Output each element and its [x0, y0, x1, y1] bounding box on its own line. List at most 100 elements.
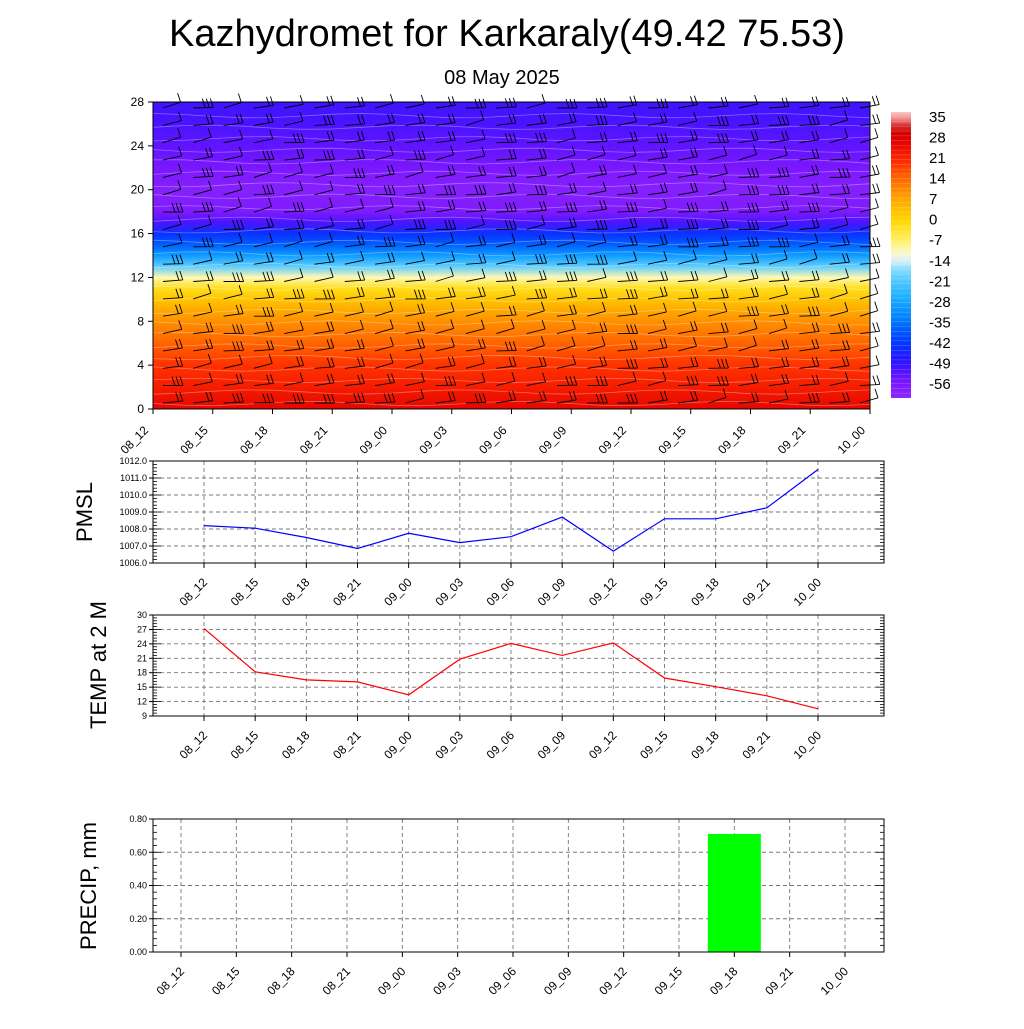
wind-barb: [647, 390, 668, 404]
wind-barb: [162, 233, 183, 248]
wind-barb: [617, 304, 638, 317]
x-tick-label: 09_12: [596, 964, 630, 998]
heatmap-x-tick-label: 09_00: [357, 423, 391, 457]
wind-barb: [314, 338, 335, 352]
wind-barb: [738, 269, 759, 282]
wind-barb: [253, 307, 275, 317]
wind-barb: [556, 145, 576, 161]
y-tick-label: 1009.0: [119, 507, 147, 517]
x-tick-label: 10_00: [791, 728, 825, 762]
wind-barb: [769, 339, 790, 352]
wind-barb: [799, 287, 820, 300]
wind-barb: [647, 112, 668, 126]
wind-barb: [526, 301, 545, 317]
wind-barb: [253, 288, 275, 300]
x-tick-label: 09_21: [739, 575, 773, 609]
wind-barb: [435, 302, 455, 317]
wind-barb: [768, 215, 789, 230]
wind-barb: [496, 319, 515, 335]
wind-barb: [678, 288, 699, 300]
wind-barb: [405, 113, 426, 126]
y-tick-label: 12: [137, 697, 147, 707]
wind-barb: [465, 253, 487, 265]
wind-barb: [799, 338, 820, 352]
wind-barb: [859, 146, 879, 161]
colorbar: 35 28 21 14 7 0 -7 -14 -21 -28 -35 -42 -49 -56: [891, 109, 951, 398]
wind-barb: [284, 232, 303, 248]
wind-barb: [829, 302, 849, 317]
wind-barb: [223, 392, 244, 404]
wind-barb: [193, 215, 212, 230]
x-tick-label: 09_15: [637, 728, 671, 762]
y-axis-label: PMSL: [72, 482, 97, 542]
wind-barb: [617, 251, 638, 265]
wind-barb: [375, 252, 396, 265]
wind-barb: [647, 371, 667, 387]
wind-barb: [375, 269, 395, 282]
wind-barb: [556, 232, 576, 248]
y-tick-label: 24: [137, 639, 147, 649]
wind-barb: [587, 145, 606, 161]
wind-barb: [829, 356, 850, 369]
wind-barb: [557, 98, 578, 109]
chart-subtitle: 08 May 2025: [444, 67, 560, 89]
wind-barb: [526, 113, 547, 126]
wind-barb: [284, 268, 304, 282]
wind-barb: [435, 319, 455, 335]
wind-barb: [435, 185, 457, 196]
wind-barb: [587, 268, 607, 282]
wind-barb: [314, 130, 335, 144]
wind-barb: [647, 147, 668, 161]
wind-barb: [344, 374, 365, 387]
wind-barb: [859, 388, 879, 404]
wind-barb: [799, 148, 820, 161]
wind-barb: [435, 356, 456, 369]
wind-barb: [708, 388, 727, 404]
wind-barb: [375, 287, 396, 300]
wind-barb: [284, 288, 305, 300]
precip-panel: 0.00 0.20 0.40 0.60 0.80 08_12 08_15 08_18 08_21…: [76, 814, 885, 998]
wind-barb: [223, 197, 242, 213]
wind-barb: [617, 235, 638, 248]
wind-barb: [799, 233, 819, 248]
wind-barb: [314, 197, 333, 213]
precip-bar: [707, 833, 761, 952]
wind-barb: [829, 372, 849, 387]
x-tick-label: 08_18: [279, 728, 313, 762]
wind-barb: [284, 393, 305, 404]
colorbar-label: -14: [929, 253, 951, 270]
y-tick-label: 1006.0: [119, 558, 147, 568]
wind-barb: [769, 357, 790, 369]
x-tick-label: 08_15: [228, 575, 262, 609]
x-tick-label: 09_03: [430, 964, 464, 998]
wind-barbs: [162, 93, 881, 404]
wind-barb: [708, 322, 729, 335]
wind-barb: [405, 270, 426, 282]
wind-barb: [223, 129, 244, 144]
wind-barb: [829, 284, 848, 300]
wind-barb: [647, 338, 668, 352]
wind-barb: [162, 338, 183, 352]
wind-barb: [799, 202, 820, 213]
wind-barb: [405, 183, 426, 196]
wind-barb: [162, 111, 182, 126]
wind-barb: [678, 202, 699, 213]
wind-barb: [708, 375, 729, 387]
heatmap-x-tick-label: 09_21: [775, 423, 809, 457]
minor-ticks: [153, 460, 884, 564]
wind-barb: [617, 324, 639, 335]
wind-barb: [526, 215, 546, 230]
wind-barb: [647, 302, 667, 317]
y-tick-label: 0.40: [129, 881, 147, 891]
wind-barb: [344, 286, 365, 300]
wind-barb: [829, 167, 851, 178]
x-tick-label: 10_00: [791, 575, 825, 609]
wind-barb: [223, 233, 243, 248]
wind-barb: [496, 356, 517, 369]
wind-barb: [314, 373, 335, 387]
wind-barb: [678, 301, 697, 317]
wind-barb: [556, 304, 577, 317]
wind-barb: [405, 372, 425, 387]
wind-barb: [587, 181, 607, 196]
